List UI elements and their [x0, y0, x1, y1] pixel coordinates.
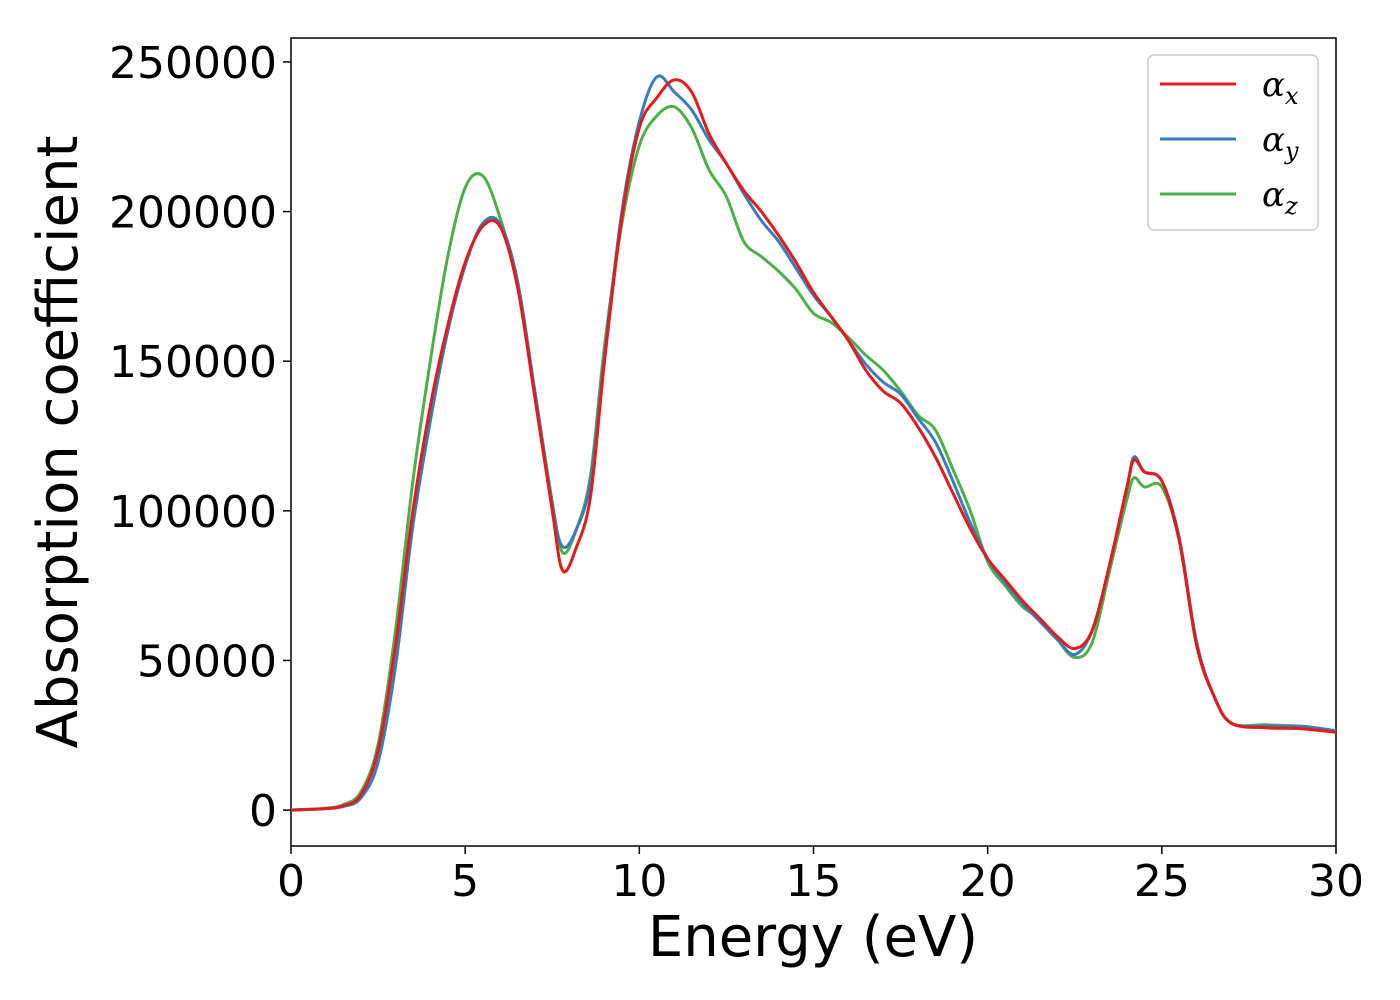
x-tick-label: 30 [1308, 856, 1364, 907]
series-line-x [290, 78, 1337, 812]
y-tick-label: 250000 [109, 38, 277, 89]
legend-box [1147, 54, 1319, 231]
x-axis-ticks: 0 5 10 15 20 25 30 [277, 846, 1364, 907]
series-line-z [290, 104, 1337, 812]
x-tick-label: 20 [960, 856, 1016, 907]
y-axis-label: Absorption coefficient [26, 136, 91, 749]
x-tick-label: 10 [611, 856, 667, 907]
y-tick-label: 200000 [109, 188, 277, 239]
x-tick-label: 5 [451, 856, 479, 907]
y-tick-label: 0 [249, 786, 277, 837]
x-tick-label: 15 [786, 856, 842, 907]
legend: αx αy αz [1147, 54, 1319, 231]
x-tick-label: 25 [1134, 856, 1190, 907]
y-axis-ticks: 0 50000 100000 150000 200000 250000 [109, 38, 291, 837]
x-tick-label: 0 [277, 856, 305, 907]
legend-label-z: αz [1262, 175, 1298, 220]
legend-label-y: αy [1262, 120, 1299, 165]
series-layer [290, 74, 1337, 812]
y-tick-label: 50000 [137, 636, 277, 687]
x-axis-label: Energy (eV) [648, 905, 978, 970]
legend-entry-z: αz [1160, 175, 1298, 220]
y-tick-label: 100000 [109, 487, 277, 538]
legend-label-x: αx [1262, 65, 1299, 110]
legend-entry-x: αx [1160, 65, 1299, 110]
y-tick-label: 150000 [109, 337, 277, 388]
legend-entry-y: αy [1160, 120, 1299, 165]
